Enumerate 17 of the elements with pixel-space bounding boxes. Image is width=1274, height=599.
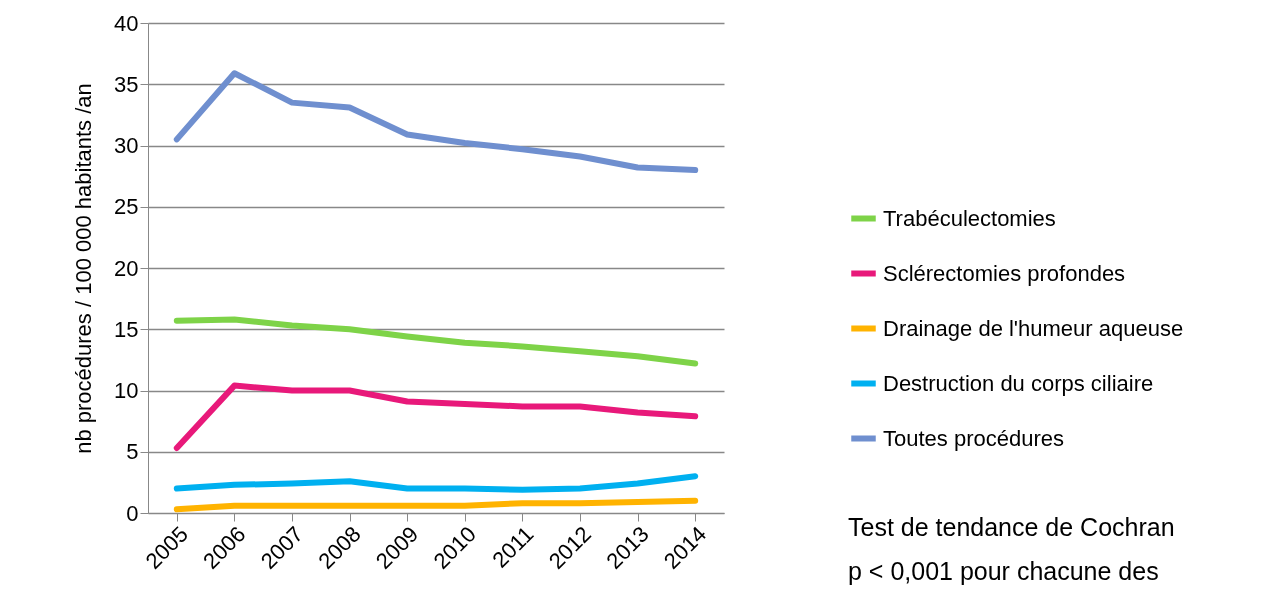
y-tick-label: 35 — [114, 71, 139, 97]
y-tick-label: 40 — [114, 10, 139, 36]
y-tick-label: 30 — [114, 133, 139, 158]
y-tick-label: 15 — [114, 316, 139, 342]
y-tick-label: 5 — [126, 439, 139, 465]
legend-label: Sclérectomies profondes — [883, 260, 1126, 286]
y-tick-label: 10 — [114, 378, 139, 403]
y-tick-label: 20 — [114, 255, 139, 281]
text: p < 0,001 pour chacune des — [848, 556, 1160, 587]
legend-label: Toutes procédures — [883, 425, 1064, 451]
y-axis-title: nb procédures / 100 000 habitants /an — [71, 83, 97, 454]
legend-label: Destruction du corps ciliaire — [883, 370, 1154, 396]
y-tick-label: 0 — [126, 500, 139, 526]
y-tick-label: 25 — [114, 194, 139, 220]
legend-label: Drainage de l'humeur aqueuse — [883, 315, 1184, 341]
legend-label: Trabéculectomies — [883, 205, 1056, 231]
text: Test de tendance de Cochran — [848, 512, 1175, 543]
